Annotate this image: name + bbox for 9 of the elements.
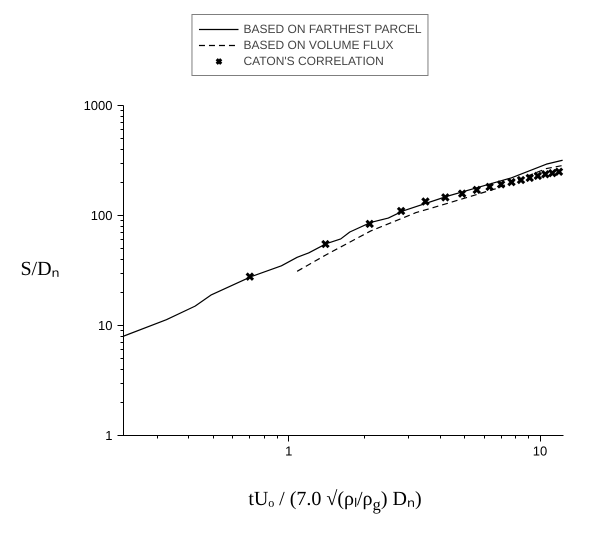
legend-label: BASED ON FARTHEST PARCEL — [243, 21, 422, 37]
y-tick-label: 10 — [98, 318, 113, 333]
x-axis-title: tUₒ / (7.0 √(ρₗ/ρ$_{g}$) Dₙ) — [247, 487, 423, 516]
legend-label: CATON'S CORRELATION — [243, 53, 384, 69]
legend-label: BASED ON VOLUME FLUX — [243, 37, 394, 53]
y-tick-label: 1000 — [84, 98, 112, 113]
y-tick-label: 1 — [105, 428, 113, 443]
y-axis-title: S/Dₙ — [19, 257, 61, 282]
y-tick-label: 100 — [90, 208, 113, 223]
